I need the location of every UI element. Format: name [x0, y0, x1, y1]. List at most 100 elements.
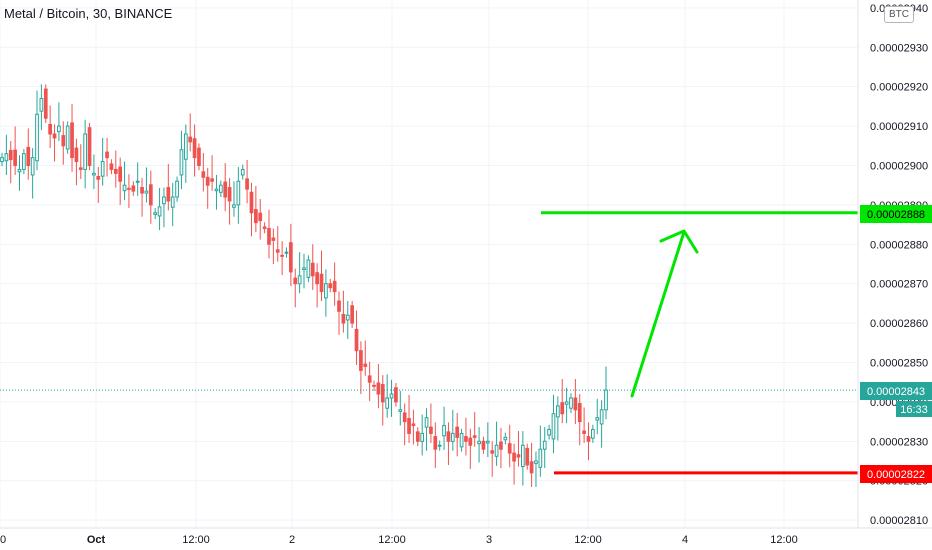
- candle: [367, 361, 372, 402]
- candle: [494, 421, 499, 466]
- candle: [144, 167, 149, 203]
- up-arrow-annotation: [630, 229, 699, 398]
- candle: [179, 130, 184, 190]
- candle: [214, 174, 219, 210]
- candle: [446, 422, 451, 465]
- candle: [232, 181, 236, 217]
- y-tick-label: 0.00002870: [870, 279, 928, 291]
- current-price-tag-text: 0.00002843: [867, 386, 925, 398]
- candle: [131, 181, 136, 196]
- candle: [481, 436, 486, 454]
- candle: [551, 394, 556, 454]
- candle: [109, 159, 114, 175]
- candle: [105, 137, 109, 177]
- candle: [429, 403, 433, 443]
- candle: [591, 424, 595, 443]
- y-tick-label: 0.00002860: [870, 318, 928, 330]
- candle: [332, 262, 337, 306]
- candle: [162, 187, 166, 228]
- y-tick-label: 0.00002900: [870, 160, 928, 172]
- candle: [555, 396, 560, 441]
- candlestick-series: [0, 84, 608, 488]
- candle: [275, 226, 280, 262]
- candle: [354, 310, 359, 365]
- y-tick-label: 0.00002850: [870, 358, 928, 370]
- candle: [170, 182, 175, 227]
- candle: [35, 90, 39, 171]
- candle: [43, 84, 48, 123]
- candle: [464, 417, 468, 456]
- x-tick-label: 12:00: [574, 534, 602, 546]
- candle: [0, 152, 4, 167]
- y-tick-label: 0.00002930: [870, 42, 928, 54]
- candle: [586, 422, 591, 461]
- candle: [437, 440, 442, 451]
- candle: [455, 412, 460, 457]
- candle: [135, 162, 140, 196]
- candle: [582, 407, 586, 443]
- candle: [30, 148, 35, 199]
- candle: [402, 403, 407, 446]
- candle: [389, 379, 394, 417]
- candle: [380, 375, 385, 426]
- candle: [450, 409, 455, 451]
- candle: [424, 408, 429, 451]
- candle: [577, 394, 582, 446]
- candle: [306, 255, 311, 283]
- candle: [83, 119, 88, 189]
- candle: [490, 441, 495, 477]
- candle: [92, 154, 96, 190]
- currency-badge[interactable]: BTC: [884, 6, 914, 23]
- y-tick-label: 0.00002910: [870, 121, 928, 133]
- candle: [534, 451, 538, 488]
- candle: [499, 427, 503, 469]
- countdown-tag: [896, 401, 932, 417]
- stop-price-tag: [860, 465, 932, 483]
- candle: [284, 247, 289, 258]
- candle: [127, 174, 131, 209]
- candle: [280, 241, 284, 276]
- candle: [468, 428, 473, 469]
- candle: [564, 387, 569, 424]
- candle: [319, 250, 324, 302]
- candle: [236, 167, 241, 224]
- candle: [376, 364, 381, 409]
- candle: [512, 443, 516, 485]
- candle: [560, 379, 565, 424]
- candle: [183, 124, 188, 183]
- candle: [153, 208, 158, 220]
- candle: [363, 340, 368, 376]
- candle: [599, 400, 604, 448]
- candle: [17, 155, 22, 191]
- candle: [433, 422, 438, 469]
- x-tick-label: 00: [0, 534, 6, 546]
- y-tick-label: 0.00002830: [870, 436, 928, 448]
- candle: [420, 414, 425, 456]
- candle: [157, 187, 162, 231]
- y-tick-label: 0.00002810: [870, 515, 928, 527]
- x-tick-label: 3: [486, 534, 492, 546]
- candle: [503, 432, 508, 445]
- candle: [210, 155, 214, 191]
- candle: [118, 157, 123, 205]
- candle: [13, 126, 17, 175]
- candle: [411, 409, 416, 445]
- candle: [100, 137, 105, 186]
- candle: [569, 393, 573, 413]
- candle: [310, 244, 315, 291]
- candle: [529, 442, 534, 488]
- candle: [192, 124, 197, 177]
- candle: [507, 424, 512, 468]
- candle: [573, 379, 578, 424]
- candle: [249, 182, 254, 237]
- candle: [350, 301, 355, 328]
- candle: [595, 398, 600, 435]
- candle: [122, 161, 127, 201]
- candle: [4, 134, 9, 175]
- x-tick-label: 12:00: [182, 534, 210, 546]
- countdown-tag-text: 16:33: [900, 404, 928, 416]
- candle: [337, 291, 341, 335]
- candle: [520, 431, 525, 486]
- candle: [74, 138, 79, 186]
